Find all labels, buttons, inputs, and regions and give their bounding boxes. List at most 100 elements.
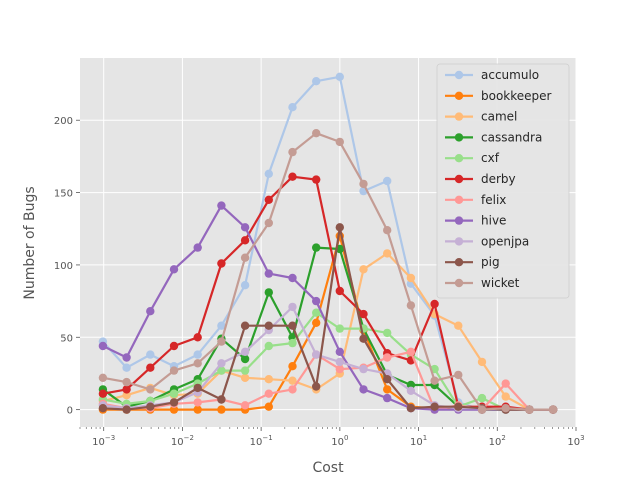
data-point bbox=[525, 405, 534, 414]
data-point bbox=[264, 288, 273, 297]
data-point bbox=[169, 389, 179, 398]
y-tick-label: 50 bbox=[60, 333, 73, 344]
series-pig bbox=[98, 223, 558, 414]
legend-marker bbox=[454, 216, 464, 225]
legend-item: bookkeeper bbox=[445, 89, 552, 103]
data-point bbox=[240, 347, 250, 356]
x-tick-label-base: 10 bbox=[489, 437, 502, 448]
data-point bbox=[501, 379, 510, 388]
data-point bbox=[383, 226, 392, 235]
data-point bbox=[312, 382, 321, 391]
data-point bbox=[312, 129, 321, 138]
data-point bbox=[146, 385, 155, 394]
data-point bbox=[406, 386, 416, 395]
legend-item: accumulo bbox=[445, 68, 539, 82]
legend-marker bbox=[454, 154, 464, 163]
data-point bbox=[193, 359, 202, 368]
data-point bbox=[335, 223, 344, 232]
data-point bbox=[406, 404, 416, 413]
legend-marker bbox=[454, 237, 464, 246]
x-tick-label: 10−2 bbox=[171, 434, 194, 448]
x-tick-label-exponent: −1 bbox=[262, 434, 272, 442]
legend-label: hive bbox=[481, 214, 506, 228]
data-point bbox=[430, 376, 439, 385]
legend-label: openjpa bbox=[481, 234, 529, 248]
data-point bbox=[335, 286, 344, 296]
data-point bbox=[454, 402, 463, 411]
y-tick-label: 200 bbox=[54, 116, 73, 127]
data-point bbox=[146, 363, 155, 372]
data-point bbox=[288, 302, 297, 312]
data-point bbox=[217, 366, 226, 375]
data-point bbox=[406, 301, 416, 310]
data-point bbox=[454, 321, 463, 330]
legend-label: cassandra bbox=[481, 130, 542, 144]
data-point bbox=[288, 103, 297, 112]
x-tick-label-exponent: 0 bbox=[344, 434, 348, 442]
data-point bbox=[240, 401, 250, 410]
data-point bbox=[335, 72, 344, 82]
y-tick-label: 100 bbox=[54, 261, 73, 272]
legend-item: wicket bbox=[445, 276, 520, 290]
data-point bbox=[288, 338, 297, 348]
x-tick-label-base: 10 bbox=[410, 437, 423, 448]
x-tick-label: 101 bbox=[410, 434, 427, 448]
data-point bbox=[359, 265, 368, 274]
data-point bbox=[193, 405, 202, 414]
x-tick-label-base: 10 bbox=[92, 437, 105, 448]
data-point bbox=[548, 405, 558, 414]
legend-marker bbox=[454, 278, 464, 288]
data-point bbox=[383, 249, 392, 258]
legend-marker bbox=[454, 195, 464, 204]
y-axis-label: Number of Bugs bbox=[22, 186, 38, 299]
data-point bbox=[122, 377, 131, 387]
legend-marker bbox=[454, 133, 464, 142]
data-point bbox=[406, 347, 416, 356]
data-point bbox=[454, 370, 463, 380]
legend-item: derby bbox=[445, 172, 516, 186]
data-point bbox=[288, 362, 297, 371]
x-tick-label: 103 bbox=[567, 434, 584, 448]
legend-marker bbox=[454, 91, 464, 101]
data-point bbox=[312, 175, 321, 184]
series-wicket bbox=[98, 129, 558, 414]
data-point bbox=[264, 195, 273, 204]
legend-marker bbox=[454, 112, 464, 121]
data-point bbox=[240, 321, 250, 330]
data-point bbox=[288, 172, 297, 181]
data-point bbox=[312, 308, 321, 317]
data-point bbox=[240, 281, 250, 290]
data-point bbox=[501, 404, 510, 413]
data-point bbox=[169, 405, 179, 414]
legend-label: pig bbox=[481, 255, 500, 269]
legend-item: cassandra bbox=[445, 130, 542, 144]
data-point bbox=[264, 321, 273, 330]
legend-box bbox=[436, 63, 570, 299]
data-point bbox=[312, 77, 321, 86]
data-point bbox=[477, 357, 487, 367]
x-tick-label-exponent: 1 bbox=[423, 434, 427, 442]
data-point bbox=[98, 404, 108, 413]
data-point bbox=[359, 309, 368, 319]
data-point bbox=[122, 405, 131, 414]
data-point bbox=[383, 393, 392, 403]
data-point bbox=[169, 366, 179, 375]
data-point bbox=[98, 373, 108, 382]
data-point bbox=[359, 385, 368, 394]
data-point bbox=[383, 353, 392, 362]
data-point bbox=[288, 376, 297, 385]
x-tick-label: 10−3 bbox=[92, 434, 115, 448]
data-point bbox=[312, 243, 321, 252]
data-point bbox=[169, 341, 179, 351]
data-point bbox=[240, 253, 250, 262]
data-point bbox=[312, 350, 321, 359]
data-point bbox=[359, 334, 368, 343]
x-tick-label-exponent: −2 bbox=[184, 434, 194, 442]
data-point bbox=[383, 375, 392, 384]
legend-item: felix bbox=[445, 193, 506, 207]
data-point bbox=[335, 357, 344, 367]
data-point bbox=[312, 318, 321, 327]
data-point bbox=[477, 405, 487, 414]
data-point bbox=[146, 307, 155, 316]
